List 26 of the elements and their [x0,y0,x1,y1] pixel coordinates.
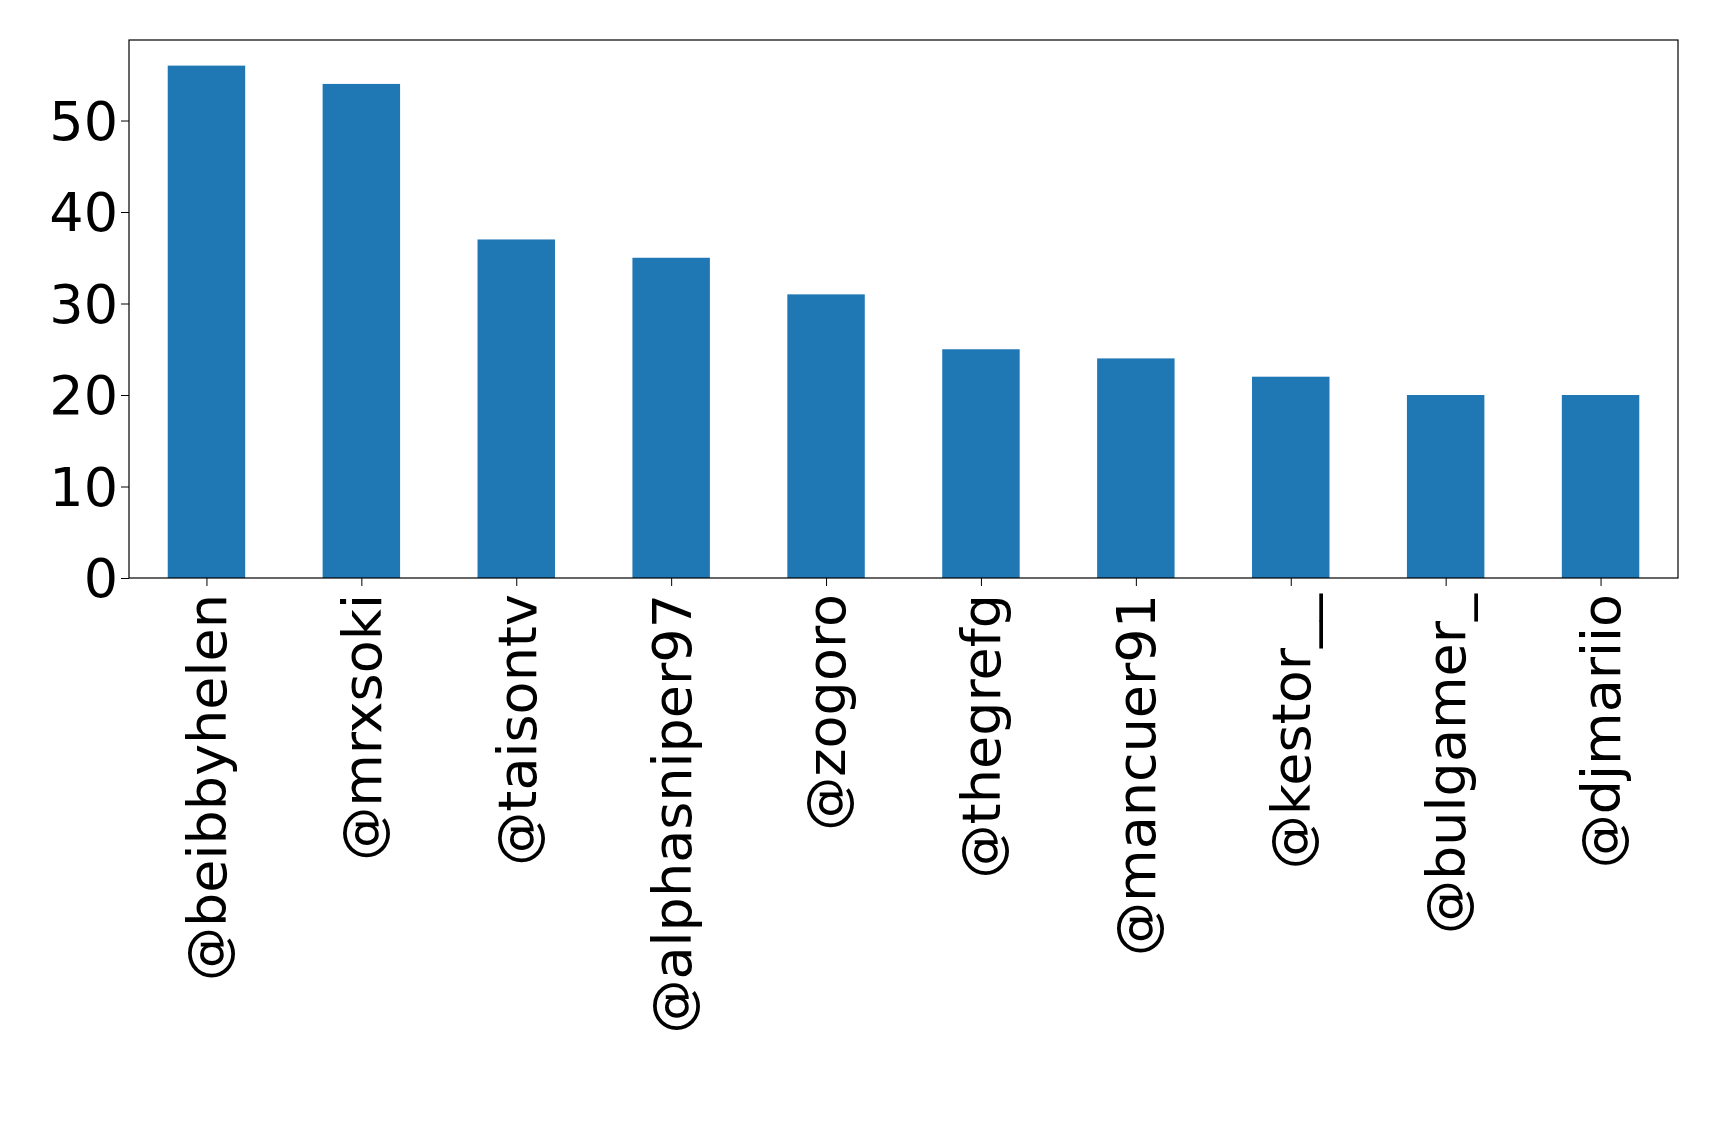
bar [167,65,246,578]
x-tick-label: @djmariio [1569,594,1633,869]
x-tick-label: @bulgamer_ [1415,593,1479,934]
bar [322,83,401,578]
x-tick-label: @mrxsoki [330,594,394,861]
x-tick-label: @thegrefg [950,594,1014,879]
bar [1097,358,1175,578]
x-tick-label: @alphasniper97 [640,594,704,1034]
bar [1406,395,1485,578]
y-tick-label: 10 [49,455,118,519]
y-tick-label: 0 [83,547,118,611]
bar [1561,395,1640,578]
bar [632,257,710,578]
bar [787,294,865,578]
x-tick-label: @beibbyhelen [175,594,239,981]
x-tick-label: @kestor__ [1260,593,1324,870]
bar [1252,376,1330,578]
y-tick-label: 50 [49,89,118,153]
y-tick-label: 30 [49,272,118,336]
x-tick-label: @zogoro [795,594,859,831]
x-tick-label: @mancuer91 [1105,594,1169,956]
y-tick-label: 40 [49,181,118,245]
y-tick-label: 20 [49,364,118,428]
bar [942,349,1020,578]
x-tick-label: @taisontv [485,594,549,866]
bar [477,239,555,578]
